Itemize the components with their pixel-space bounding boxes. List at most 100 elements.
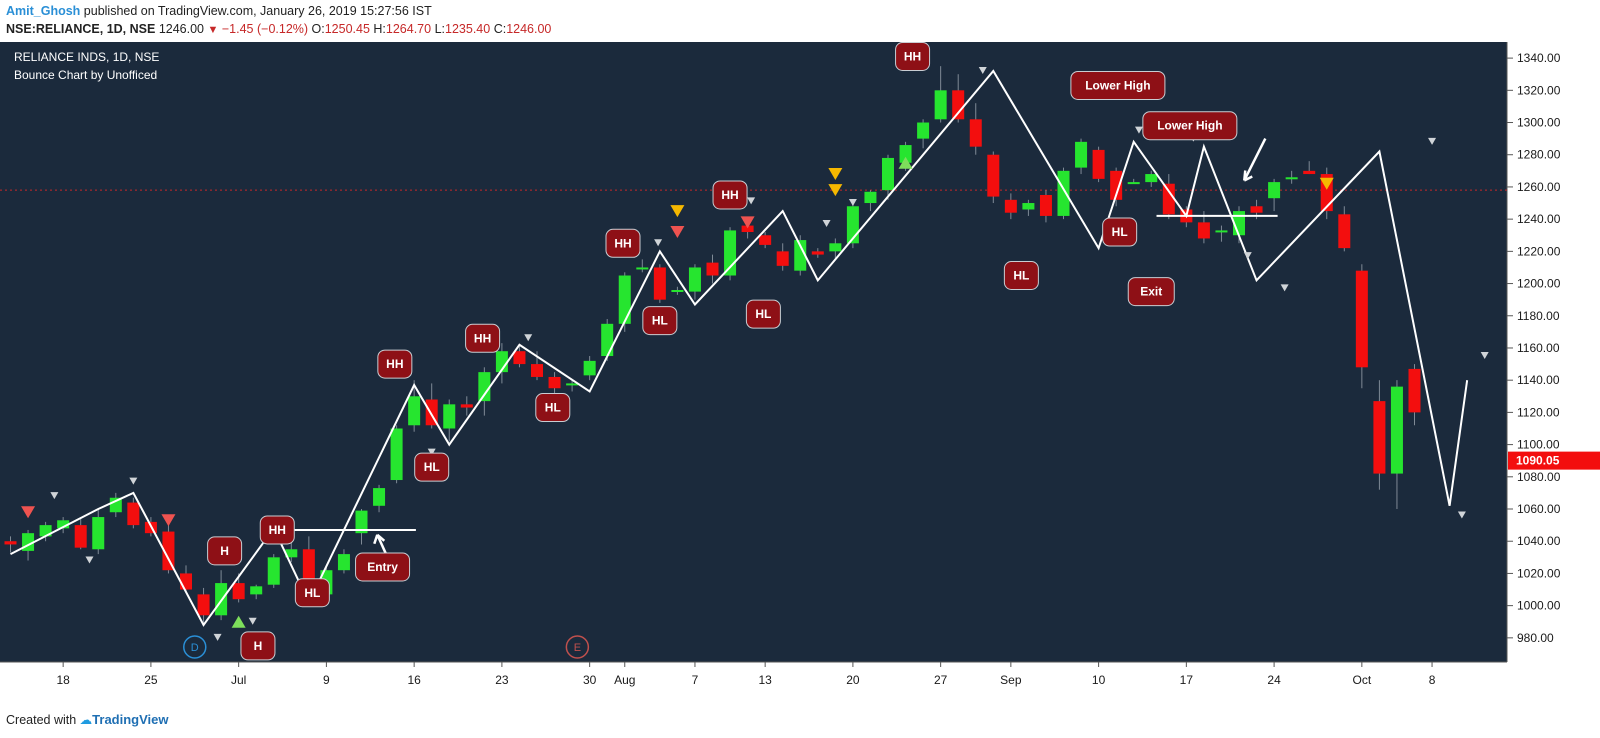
candle-body (1250, 206, 1263, 213)
pattern-label-text: HH (721, 188, 738, 202)
candle-body (1022, 203, 1035, 210)
publish-info: published on TradingView.com, January 26… (80, 4, 432, 18)
candle-body (741, 225, 754, 233)
pivot-marker-icon (213, 633, 222, 641)
candle-body (39, 525, 52, 537)
time-ticks: 18 25 Jul 9 16 23 30 Aug 7 13 20 27 Sep 10 17 24 Oct 8 (56, 662, 1436, 687)
candle-body (934, 90, 947, 120)
price-tick-label: 1340.00 (1517, 51, 1561, 65)
candle-body (952, 90, 965, 120)
candle-body (566, 383, 579, 386)
pattern-label-text: HL (424, 460, 440, 474)
candle-body (548, 376, 561, 389)
price-chart[interactable]: 980.00 1000.00 1020.00 1040.00 1060.00 1080.0… (0, 42, 1600, 710)
pattern-label-box (240, 631, 276, 661)
candle-body (1338, 214, 1351, 249)
candle-body (162, 531, 175, 571)
time-tick-label: Jul (231, 673, 246, 687)
candle-body (4, 541, 17, 545)
candle-body (583, 360, 596, 376)
pattern-label-text: H (220, 544, 229, 558)
time-tick-label: Aug (614, 673, 635, 687)
pattern-label-text: Lower High (1085, 78, 1150, 92)
pattern-label-text: HH (474, 331, 491, 345)
footer-brand[interactable]: TradingView (92, 712, 169, 727)
price-tick-label: 1300.00 (1517, 116, 1561, 130)
time-tick-label: 30 (583, 673, 597, 687)
pattern-label-box (259, 515, 295, 545)
candle-body (917, 122, 930, 139)
pivot-marker-icon (524, 334, 533, 342)
candle-body (759, 235, 772, 245)
candle-body (232, 583, 245, 600)
signal-down-icon (740, 216, 755, 229)
price-tick-label: 1200.00 (1517, 277, 1561, 291)
last-price-tag: 1090.05 (1508, 451, 1600, 470)
pattern-label-box (1102, 217, 1138, 247)
price-tick-label: 1260.00 (1517, 180, 1561, 194)
author-link[interactable]: Amit_Ghosh (6, 4, 81, 18)
low-label: L: (434, 22, 446, 36)
footer: Created with ☁TradingView (6, 712, 169, 727)
candle-body (601, 323, 614, 357)
candle-body (513, 351, 526, 365)
candle-body (1408, 368, 1421, 413)
signal-down-icon (21, 506, 36, 519)
signal-markers (21, 66, 1489, 641)
pattern-label-box (414, 452, 450, 482)
candles (4, 66, 1421, 625)
candle-body (1092, 149, 1105, 179)
price-change: −1.45 (−0.12%) (221, 22, 309, 36)
candle-body (1110, 170, 1123, 200)
candle-body (337, 554, 350, 571)
signal-down-icon (161, 514, 176, 527)
candle-body (706, 262, 719, 276)
time-tick-label: 18 (56, 673, 70, 687)
signal-down-icon (828, 184, 843, 197)
price-tick-label: 1040.00 (1517, 534, 1561, 548)
high-label: H: (373, 22, 386, 36)
down-arrow-icon: ▼ (207, 24, 219, 36)
low-value: 1235.40 (445, 22, 491, 36)
candle-body (1355, 270, 1368, 368)
candle-body (1004, 199, 1017, 213)
pattern-label-box (1127, 277, 1175, 307)
pivot-marker-icon (129, 477, 138, 485)
signal-down-icon (670, 205, 685, 218)
pattern-label-text: Exit (1140, 285, 1162, 299)
pattern-label-box (377, 349, 413, 379)
pattern-label-box (1142, 111, 1238, 141)
price-tick-label: 1060.00 (1517, 502, 1561, 516)
time-tick-label: 13 (758, 673, 772, 687)
pivot-marker-icon (427, 448, 436, 456)
price-tick-label: 1160.00 (1517, 341, 1560, 355)
symbol-name: NSE:RELIANCE, 1D, NSE (6, 22, 156, 36)
candle-body (811, 251, 824, 255)
time-tick-label: 17 (1180, 673, 1194, 687)
candle-body (618, 275, 631, 324)
pivot-marker-icon (654, 239, 663, 247)
candle-body (653, 267, 666, 300)
time-tick-label: 23 (495, 673, 509, 687)
pivot-marker-icon (747, 197, 756, 205)
candle-body (969, 119, 982, 147)
pattern-label-text: HL (1112, 225, 1128, 239)
candle-body (1285, 177, 1298, 180)
candle-body (390, 428, 403, 481)
candle-body (899, 145, 912, 163)
pattern-label-text: HL (1013, 269, 1029, 283)
candle-body (478, 372, 491, 402)
time-tick-label: 25 (144, 673, 158, 687)
pattern-label-text: Entry (367, 560, 398, 574)
pattern-label-box (712, 180, 748, 210)
close-label: C: (493, 22, 507, 36)
event-marker-icon (183, 635, 207, 659)
footer-created: Created with (6, 713, 77, 727)
price-axis[interactable] (1507, 42, 1600, 662)
pattern-label-text: Lower High (1157, 119, 1222, 133)
tradingview-logo-icon: ☁ (79, 713, 93, 727)
candle-body (1145, 174, 1158, 183)
price-tick-label: 1020.00 (1517, 566, 1561, 580)
time-tick-label: 9 (323, 673, 330, 687)
signal-down-icon (828, 168, 843, 181)
